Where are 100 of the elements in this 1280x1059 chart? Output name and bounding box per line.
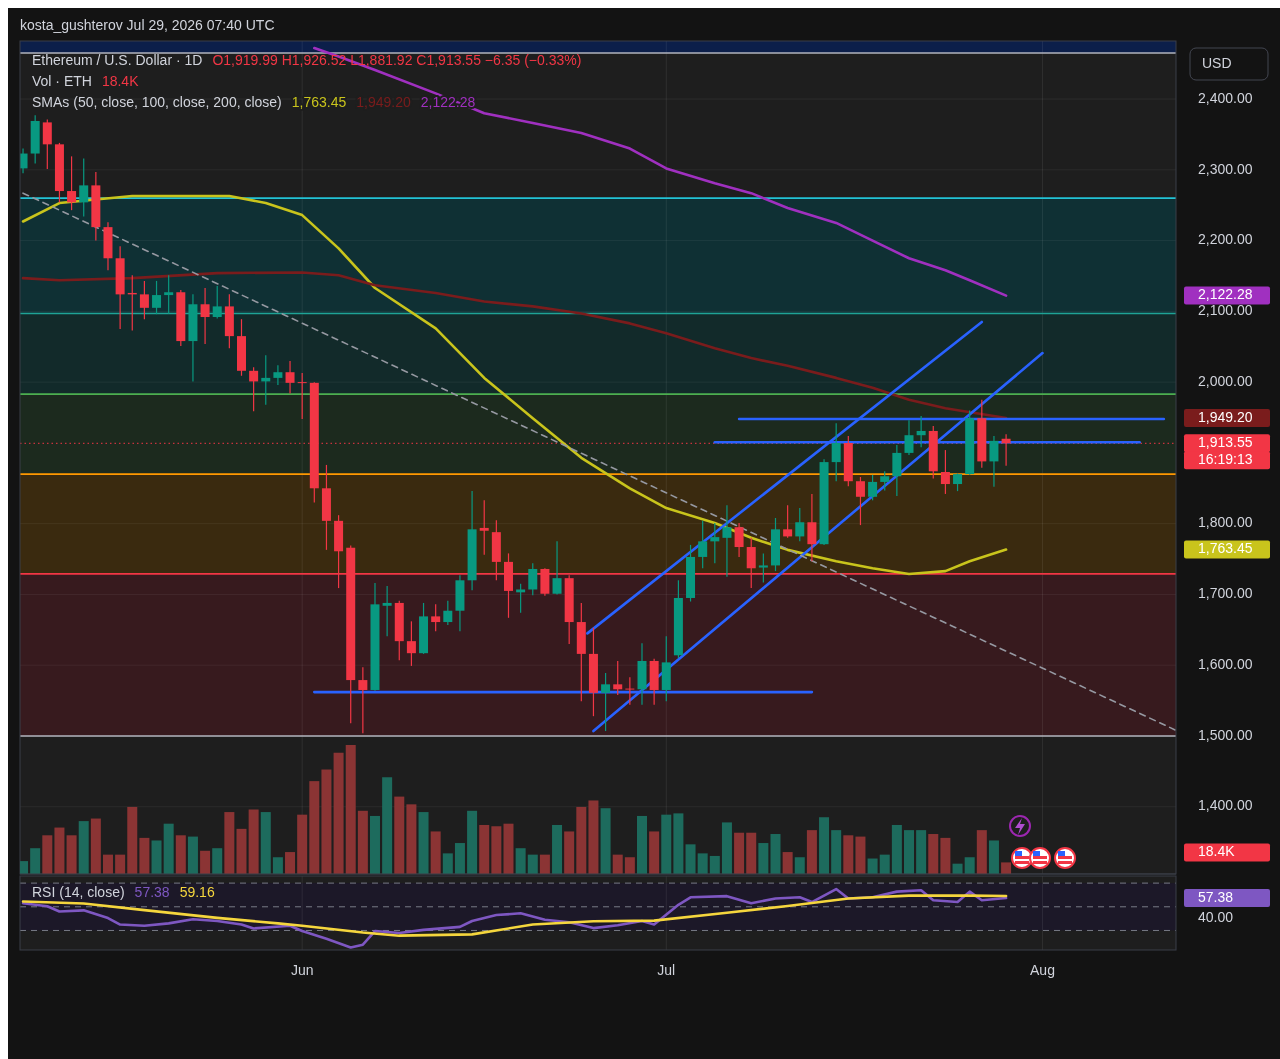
bar bbox=[394, 796, 405, 874]
annotation: O1,919.99 H1,926.52 L1,881.92 C1,913.55 −6.35 (−0.33%) bbox=[212, 52, 582, 68]
bar bbox=[236, 828, 247, 874]
bar bbox=[527, 854, 538, 874]
bar bbox=[321, 769, 332, 874]
candlestick bbox=[443, 600, 453, 626]
candlestick bbox=[67, 155, 77, 211]
bar bbox=[442, 853, 453, 874]
candlestick bbox=[880, 470, 890, 492]
line-series bbox=[21, 271, 1008, 420]
candlestick bbox=[200, 287, 210, 345]
x-tick-label: Aug bbox=[1030, 962, 1055, 978]
candlestick bbox=[249, 366, 259, 412]
bar bbox=[600, 808, 611, 874]
candlestick bbox=[479, 499, 489, 556]
candlestick bbox=[625, 676, 635, 706]
bar bbox=[831, 830, 842, 874]
legend-title: SMAs (50, close, 100, close, 200, close) bbox=[32, 94, 282, 110]
candlestick bbox=[783, 504, 793, 539]
bar bbox=[224, 812, 235, 874]
bar bbox=[139, 837, 150, 874]
bar bbox=[940, 837, 951, 874]
bar bbox=[454, 843, 465, 874]
bar bbox=[916, 830, 927, 874]
candlestick bbox=[916, 415, 926, 448]
candlestick bbox=[285, 360, 295, 395]
bar bbox=[624, 857, 635, 874]
y-tick-label: 40.00 bbox=[1198, 909, 1234, 926]
bar bbox=[806, 830, 817, 874]
bar bbox=[345, 745, 356, 874]
y-tick-label: 2,122.28 bbox=[1198, 286, 1253, 303]
bar bbox=[734, 832, 745, 874]
bar bbox=[770, 834, 781, 874]
text: 1,763.45 bbox=[291, 94, 347, 110]
bar bbox=[175, 835, 186, 874]
candlestick bbox=[164, 274, 174, 315]
bar bbox=[649, 831, 660, 874]
bar bbox=[1001, 862, 1012, 874]
bar bbox=[333, 752, 344, 874]
bar bbox=[418, 812, 429, 874]
x-tick-label: Jun bbox=[290, 962, 314, 978]
bar bbox=[406, 804, 417, 874]
bar bbox=[988, 840, 999, 874]
y-tick-label: 57.38 bbox=[1198, 888, 1234, 905]
candlestick bbox=[831, 422, 841, 482]
bar bbox=[200, 850, 211, 874]
candlestick bbox=[795, 507, 805, 542]
bar bbox=[758, 843, 769, 874]
candlestick bbox=[734, 522, 744, 558]
bar bbox=[697, 853, 708, 874]
bar bbox=[503, 823, 514, 874]
bar bbox=[552, 824, 563, 874]
series-label: 57.38 bbox=[134, 884, 170, 900]
candlestick bbox=[868, 474, 878, 501]
bar bbox=[187, 836, 198, 874]
bar bbox=[721, 822, 732, 874]
text: 18.4K bbox=[101, 73, 139, 89]
candlestick bbox=[528, 562, 538, 596]
candlestick bbox=[892, 444, 902, 497]
bar bbox=[891, 824, 902, 874]
bar bbox=[819, 817, 830, 874]
bar bbox=[564, 831, 575, 874]
series-label: 59.16 bbox=[179, 884, 215, 900]
bar bbox=[90, 818, 101, 874]
bar bbox=[54, 827, 65, 874]
y-tick-label: 1,500.00 bbox=[1198, 726, 1253, 743]
y-tick-label: 1,913.55 bbox=[1198, 434, 1253, 451]
text: Ethereum / U.S. Dollar · 1D bbox=[32, 52, 203, 68]
candlestick bbox=[139, 280, 149, 320]
candlestick bbox=[273, 364, 283, 386]
y-tick-label: 2,300.00 bbox=[1198, 160, 1253, 177]
bar bbox=[297, 814, 308, 874]
bar bbox=[42, 835, 53, 874]
candlestick bbox=[855, 476, 865, 526]
y-tick-label: 2,400.00 bbox=[1198, 89, 1253, 106]
candlestick bbox=[758, 552, 768, 584]
candlestick bbox=[989, 435, 999, 488]
bar bbox=[151, 840, 162, 874]
text: kosta_gushterov Jul 29, 2026 07:40 UTC bbox=[20, 17, 275, 33]
candlestick bbox=[940, 449, 950, 495]
bar bbox=[127, 806, 138, 874]
bar bbox=[539, 854, 550, 874]
bar bbox=[272, 857, 283, 874]
line-series bbox=[21, 194, 1008, 576]
bar bbox=[260, 812, 271, 874]
bar bbox=[467, 810, 478, 874]
candlestick bbox=[431, 603, 441, 632]
candlestick bbox=[152, 280, 162, 315]
candlestick bbox=[722, 504, 732, 578]
bar bbox=[212, 848, 223, 874]
y-tick-label: 1,800.00 bbox=[1198, 514, 1253, 531]
candlestick bbox=[42, 118, 52, 170]
bar bbox=[782, 852, 793, 874]
bar bbox=[20, 861, 29, 874]
candlestick bbox=[212, 285, 222, 320]
bar bbox=[115, 854, 126, 874]
bar bbox=[709, 855, 720, 874]
y-tick-label: 1,763.45 bbox=[1198, 540, 1253, 557]
candlestick bbox=[904, 419, 914, 456]
bar bbox=[843, 835, 854, 874]
